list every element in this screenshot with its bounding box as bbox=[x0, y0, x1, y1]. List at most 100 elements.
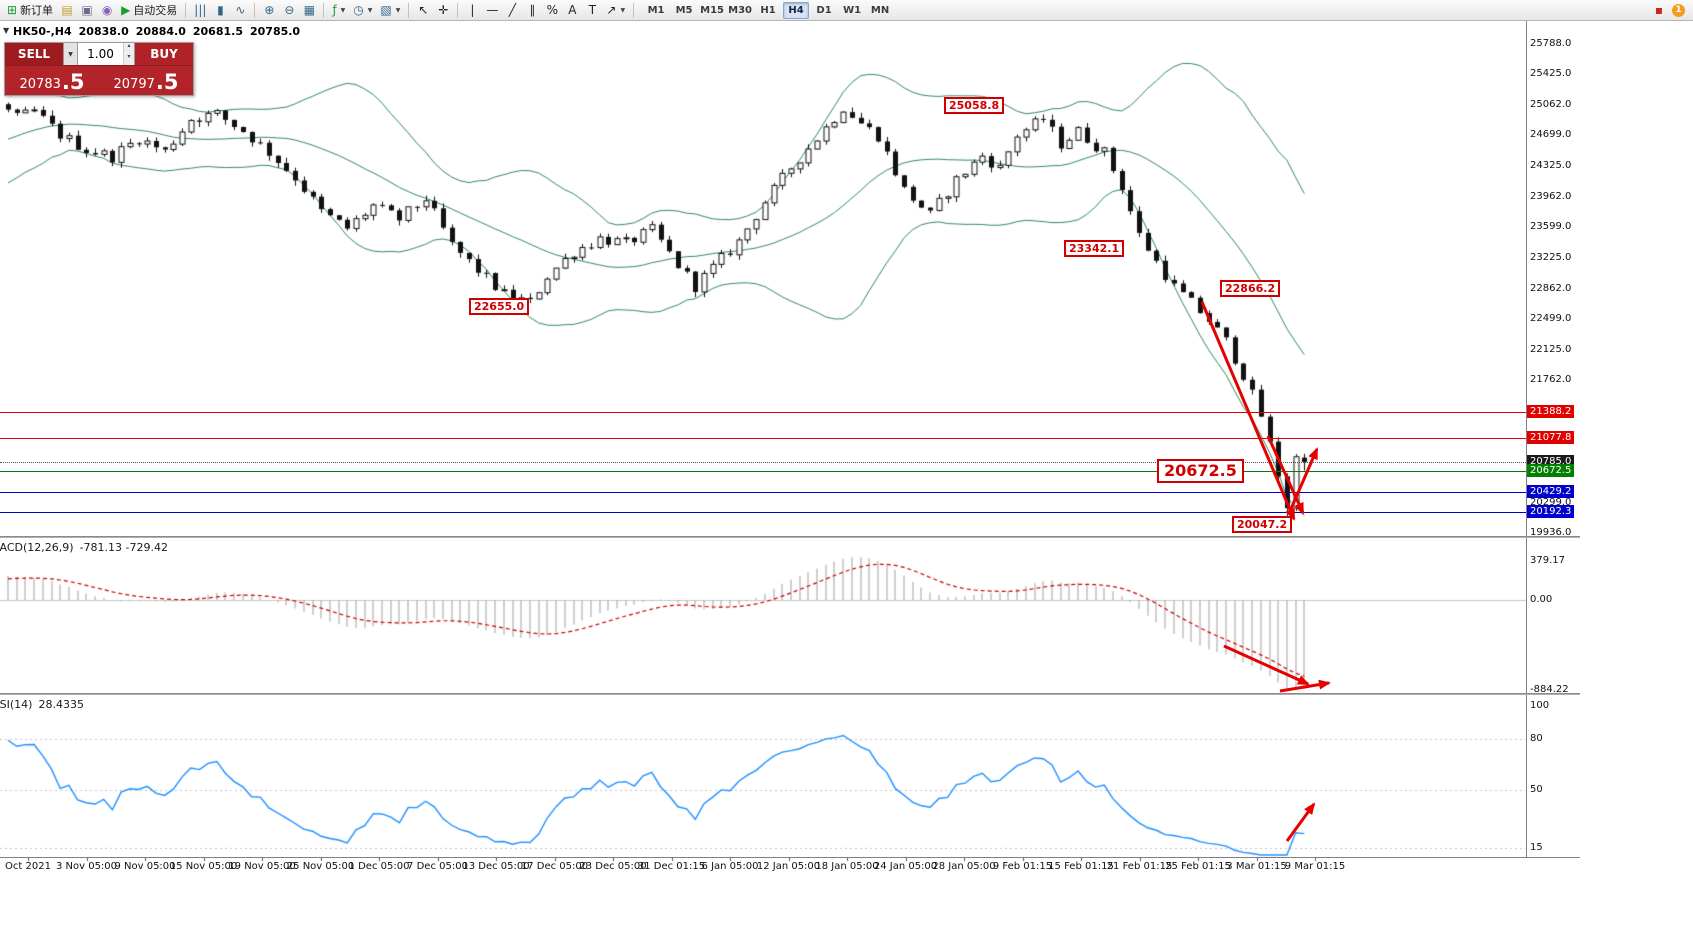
price-level-badge: 20672.5 bbox=[1527, 464, 1575, 477]
horizontal-line-button[interactable]: — bbox=[482, 1, 502, 19]
price-annotation[interactable]: 20672.5 bbox=[1157, 459, 1244, 484]
price-axis-border bbox=[1526, 21, 1527, 857]
rsi-axis-label: 15 bbox=[1530, 842, 1543, 853]
timeframe-h1[interactable]: H1 bbox=[760, 4, 776, 16]
cursor-button[interactable]: ↖ bbox=[413, 1, 433, 19]
timeframe-m30[interactable]: M30 bbox=[728, 4, 752, 16]
sell-price-pips: .5 bbox=[61, 70, 85, 94]
price-annotation[interactable]: 23342.1 bbox=[1064, 240, 1125, 258]
volume-decrease-button[interactable]: ▾ bbox=[124, 54, 134, 65]
vertical-line-button[interactable]: | bbox=[462, 1, 482, 19]
tile-windows-icon: ▦ bbox=[303, 3, 316, 17]
price-axis-label: 24699.0 bbox=[1530, 128, 1572, 140]
time-axis-label: 9 Mar 01:15 bbox=[1284, 861, 1346, 872]
time-axis-label: 6 Jan 05:00 bbox=[701, 861, 759, 872]
price-annotation[interactable]: 22866.2 bbox=[1220, 280, 1281, 298]
timeframe-mn[interactable]: MN bbox=[870, 4, 890, 16]
auto-trading-label: 自动交易 bbox=[133, 4, 178, 17]
indicators-button[interactable]: ƒ ▼ bbox=[328, 1, 349, 19]
fibonacci-button[interactable]: % bbox=[542, 1, 562, 19]
templates-button[interactable]: ▧ ▼ bbox=[376, 1, 404, 19]
price-level-badge: 20192.3 bbox=[1527, 505, 1575, 518]
dropdown-caret-icon: ▼ bbox=[620, 6, 626, 14]
alert-icon: ▪ bbox=[1654, 3, 1664, 17]
symbol-name: HK50-,H4 bbox=[13, 25, 72, 38]
trendline-button[interactable]: ╱ bbox=[502, 1, 522, 19]
expert-sound-button[interactable]: ◉ bbox=[97, 1, 117, 19]
support-line-blue-2[interactable] bbox=[0, 512, 1526, 513]
print-button[interactable]: ▣ bbox=[77, 1, 97, 19]
timeframe-m15[interactable]: M15 bbox=[700, 4, 724, 16]
toolbar-separator bbox=[457, 2, 459, 18]
dropdown-caret-icon: ▼ bbox=[395, 6, 401, 14]
price-axis-label: 22499.0 bbox=[1530, 312, 1572, 324]
timeframe-w1[interactable]: W1 bbox=[843, 4, 862, 16]
indicators-icon: ƒ bbox=[332, 3, 337, 17]
periods-button[interactable]: ◷ ▼ bbox=[349, 1, 376, 19]
panel-separator-rsi[interactable] bbox=[0, 693, 1580, 695]
templates-icon: ▧ bbox=[380, 3, 392, 17]
arrow-tools-button[interactable]: ↗ ▼ bbox=[602, 1, 629, 19]
time-axis-label: 9 Feb 01:15 bbox=[992, 861, 1053, 872]
price-annotation[interactable]: 20047.2 bbox=[1232, 515, 1293, 533]
macd-indicator-label: MACD(12,26,9) -781.13 -729.42 bbox=[0, 541, 168, 554]
toolbar-separator bbox=[185, 2, 187, 18]
time-axis-label: 15 Nov 05:00 bbox=[169, 861, 238, 872]
bid-price-line[interactable] bbox=[0, 462, 1526, 463]
price-annotation[interactable]: 22655.0 bbox=[469, 297, 530, 315]
crosshair-button[interactable]: ✛ bbox=[433, 1, 453, 19]
price-annotation[interactable]: 25058.8 bbox=[944, 96, 1005, 114]
zoom-out-button[interactable]: ⊖ bbox=[279, 1, 299, 19]
timeframe-d1[interactable]: D1 bbox=[816, 4, 832, 16]
channel-button[interactable]: ∥ bbox=[522, 1, 542, 19]
price-axis-label: 25788.0 bbox=[1530, 38, 1572, 49]
toolbar-separator bbox=[633, 2, 635, 18]
volume-dropdown-button[interactable]: ▼ bbox=[63, 43, 78, 65]
buy-price-pips: .5 bbox=[155, 70, 179, 94]
new-order-button[interactable]: ⊞ 新订单 bbox=[3, 1, 57, 19]
one-click-trading-widget: SELL ▼ ▴ ▾ BUY 20783.5 20797.5 bbox=[4, 42, 194, 96]
buy-button[interactable]: BUY bbox=[135, 43, 193, 65]
dropdown-caret-icon: ▼ bbox=[340, 6, 346, 14]
price-axis-label: 23599.0 bbox=[1530, 220, 1572, 232]
chart-window-button[interactable]: ▤ bbox=[57, 1, 77, 19]
horizontal-line-icon: — bbox=[486, 3, 499, 17]
support-line-blue-1[interactable] bbox=[0, 492, 1526, 493]
auto-trading-button[interactable]: ▶ 自动交易 bbox=[117, 1, 181, 19]
volume-input[interactable] bbox=[78, 43, 123, 65]
volume-field: ▴ ▾ bbox=[78, 43, 135, 65]
timeframe-h4[interactable]: H4 bbox=[783, 1, 810, 19]
resistance-line-21077[interactable] bbox=[0, 438, 1526, 439]
bar-chart-mode-button[interactable]: ||| bbox=[190, 1, 210, 19]
toolbar-separator bbox=[408, 2, 410, 18]
tile-windows-button[interactable]: ▦ bbox=[299, 1, 319, 19]
support-line-green[interactable] bbox=[0, 471, 1526, 472]
notification-badge: 1 bbox=[1672, 3, 1685, 17]
panel-separator-macd[interactable] bbox=[0, 536, 1580, 538]
text-button[interactable]: A bbox=[562, 1, 582, 19]
low-value: 20681.5 bbox=[192, 25, 243, 38]
zoom-in-button[interactable]: ⊕ bbox=[259, 1, 279, 19]
time-axis-label: 17 Dec 05:00 bbox=[520, 861, 589, 872]
trendline-icon: ╱ bbox=[508, 3, 516, 17]
alert-button[interactable]: ▪ bbox=[1649, 1, 1669, 19]
buy-price: 20797.5 bbox=[99, 66, 193, 95]
volume-increase-button[interactable]: ▴ bbox=[124, 43, 134, 54]
print-icon: ▣ bbox=[81, 3, 93, 17]
candlestick-mode-button[interactable]: ▮ bbox=[210, 1, 230, 19]
bar-chart-mode-icon: ||| bbox=[194, 3, 207, 17]
cursor-icon: ↖ bbox=[418, 3, 429, 17]
time-axis-label: 18 Jan 05:00 bbox=[815, 861, 879, 872]
text-label-button[interactable]: T bbox=[582, 1, 602, 19]
resistance-line-21388[interactable] bbox=[0, 412, 1526, 413]
timeframe-m5[interactable]: M5 bbox=[675, 4, 693, 16]
line-chart-mode-button[interactable]: ∿ bbox=[230, 1, 250, 19]
sell-button[interactable]: SELL bbox=[5, 43, 63, 65]
macd-axis-label: 379.17 bbox=[1530, 555, 1565, 567]
time-axis-border bbox=[0, 857, 1580, 858]
one-click-toggle[interactable]: ▼ bbox=[3, 26, 10, 35]
timeframe-m1[interactable]: M1 bbox=[647, 4, 665, 16]
time-axis-label: 15 Feb 01:15 bbox=[1048, 861, 1114, 872]
dropdown-caret-icon: ▼ bbox=[367, 6, 373, 14]
toolbar-separator bbox=[254, 2, 256, 18]
